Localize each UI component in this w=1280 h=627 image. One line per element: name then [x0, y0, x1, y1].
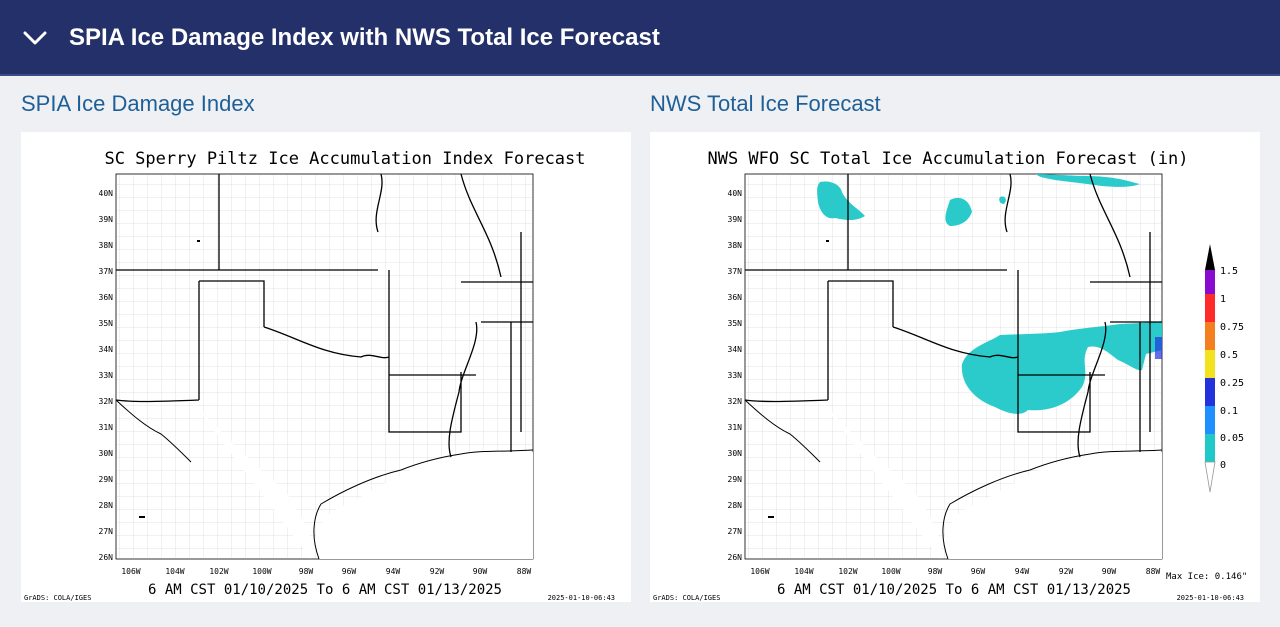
nws-map-title: NWS WFO SC Total Ice Accumulation Foreca… — [707, 149, 1188, 169]
svg-text:30N: 30N — [99, 449, 114, 458]
legend-swatch — [1205, 406, 1215, 434]
svg-text:88W: 88W — [1146, 567, 1161, 576]
svg-text:26N: 26N — [99, 553, 114, 562]
nws-timestamp: 2025-01-10-06:43 — [1177, 594, 1244, 602]
svg-text:29N: 29N — [728, 475, 743, 484]
svg-text:0.5: 0.5 — [1220, 350, 1238, 361]
spia-timestamp: 2025-01-10-06:43 — [548, 594, 615, 602]
spia-map-title: SC Sperry Piltz Ice Accumulation Index F… — [104, 149, 585, 169]
svg-text:28N: 28N — [728, 501, 743, 510]
svg-text:35N: 35N — [728, 319, 743, 328]
svg-text:0.25: 0.25 — [1220, 378, 1244, 389]
svg-text:30N: 30N — [728, 449, 743, 458]
ice-legend: 1.5 1 0.75 0.5 0.25 0.1 0.05 0 — [1204, 244, 1244, 493]
nws-valid-period: 6 AM CST 01/10/2025 To 6 AM CST 01/13/20… — [777, 582, 1131, 598]
spia-valid-period: 6 AM CST 01/10/2025 To 6 AM CST 01/13/20… — [148, 582, 502, 598]
svg-text:39N: 39N — [728, 215, 743, 224]
svg-text:106W: 106W — [750, 567, 769, 576]
svg-text:39N: 39N — [99, 215, 114, 224]
svg-text:26N: 26N — [728, 553, 743, 562]
svg-text:92W: 92W — [430, 567, 445, 576]
svg-text:36N: 36N — [99, 293, 114, 302]
svg-text:102W: 102W — [838, 567, 857, 576]
svg-text:36N: 36N — [728, 293, 743, 302]
svg-text:1.5: 1.5 — [1220, 266, 1238, 277]
svg-text:100W: 100W — [252, 567, 271, 576]
nws-lon-ticks: 106W 104W 102W 100W 98W 96W 94W 92W 90W … — [750, 567, 1160, 576]
svg-text:90W: 90W — [473, 567, 488, 576]
spia-lon-ticks: 106W 104W 102W 100W 98W 96W 94W 92W 90W … — [121, 567, 531, 576]
svg-text:104W: 104W — [165, 567, 184, 576]
legend-swatch — [1205, 350, 1215, 378]
svg-text:29N: 29N — [99, 475, 114, 484]
svg-text:102W: 102W — [209, 567, 228, 576]
svg-text:104W: 104W — [794, 567, 813, 576]
nws-lat-ticks: 40N 39N 38N 37N 36N 35N 34N 33N 32N 31N … — [728, 189, 743, 562]
spia-lat-ticks: 40N 39N 38N 37N 36N 35N 34N 33N 32N 31N … — [99, 189, 114, 562]
nws-credit: GrADS: COLA/IGES — [653, 594, 720, 602]
svg-text:96W: 96W — [971, 567, 986, 576]
svg-text:27N: 27N — [99, 527, 114, 536]
svg-text:32N: 32N — [99, 397, 114, 406]
svg-text:0: 0 — [1220, 460, 1226, 471]
svg-text:31N: 31N — [99, 423, 114, 432]
svg-text:32N: 32N — [728, 397, 743, 406]
ice-accumulation-areas — [817, 174, 1162, 414]
svg-text:35N: 35N — [99, 319, 114, 328]
svg-text:106W: 106W — [121, 567, 140, 576]
spia-section-title: SPIA Ice Damage Index — [21, 91, 255, 116]
nws-map-panel: NWS WFO SC Total Ice Accumulation Foreca… — [650, 132, 1260, 602]
svg-text:27N: 27N — [728, 527, 743, 536]
svg-text:0.05: 0.05 — [1220, 433, 1244, 444]
header-bar: SPIA Ice Damage Index with NWS Total Ice… — [0, 0, 1280, 76]
svg-text:34N: 34N — [99, 345, 114, 354]
svg-text:92W: 92W — [1059, 567, 1074, 576]
svg-text:94W: 94W — [386, 567, 401, 576]
svg-text:33N: 33N — [728, 371, 743, 380]
svg-text:31N: 31N — [728, 423, 743, 432]
svg-text:37N: 37N — [99, 267, 114, 276]
chevron-down-icon[interactable] — [22, 28, 48, 48]
svg-text:98W: 98W — [299, 567, 314, 576]
svg-text:98W: 98W — [928, 567, 943, 576]
legend-swatch — [1205, 294, 1215, 322]
svg-text:88W: 88W — [517, 567, 532, 576]
svg-text:38N: 38N — [728, 241, 743, 250]
nws-map-area — [744, 173, 1163, 560]
legend-swatch — [1205, 434, 1215, 462]
svg-text:40N: 40N — [99, 189, 114, 198]
spia-map-panel: SC Sperry Piltz Ice Accumulation Index F… — [21, 132, 631, 602]
svg-text:1: 1 — [1220, 294, 1226, 305]
svg-text:37N: 37N — [728, 267, 743, 276]
svg-text:90W: 90W — [1102, 567, 1117, 576]
svg-text:33N: 33N — [99, 371, 114, 380]
nws-section-title: NWS Total Ice Forecast — [650, 91, 881, 116]
legend-swatch — [1205, 270, 1215, 294]
svg-text:0.1: 0.1 — [1220, 406, 1238, 417]
svg-text:100W: 100W — [881, 567, 900, 576]
legend-swatch — [1205, 378, 1215, 406]
legend-swatch — [1205, 322, 1215, 350]
svg-text:34N: 34N — [728, 345, 743, 354]
spia-credit: GrADS: COLA/IGES — [24, 594, 91, 602]
max-ice-label: Max Ice: 0.146" — [1166, 572, 1247, 582]
svg-text:40N: 40N — [728, 189, 743, 198]
svg-text:28N: 28N — [99, 501, 114, 510]
svg-text:96W: 96W — [342, 567, 357, 576]
page-title: SPIA Ice Damage Index with NWS Total Ice… — [69, 24, 660, 51]
spia-map-area — [115, 173, 534, 560]
svg-text:0.75: 0.75 — [1220, 322, 1244, 333]
svg-text:94W: 94W — [1015, 567, 1030, 576]
svg-text:38N: 38N — [99, 241, 114, 250]
